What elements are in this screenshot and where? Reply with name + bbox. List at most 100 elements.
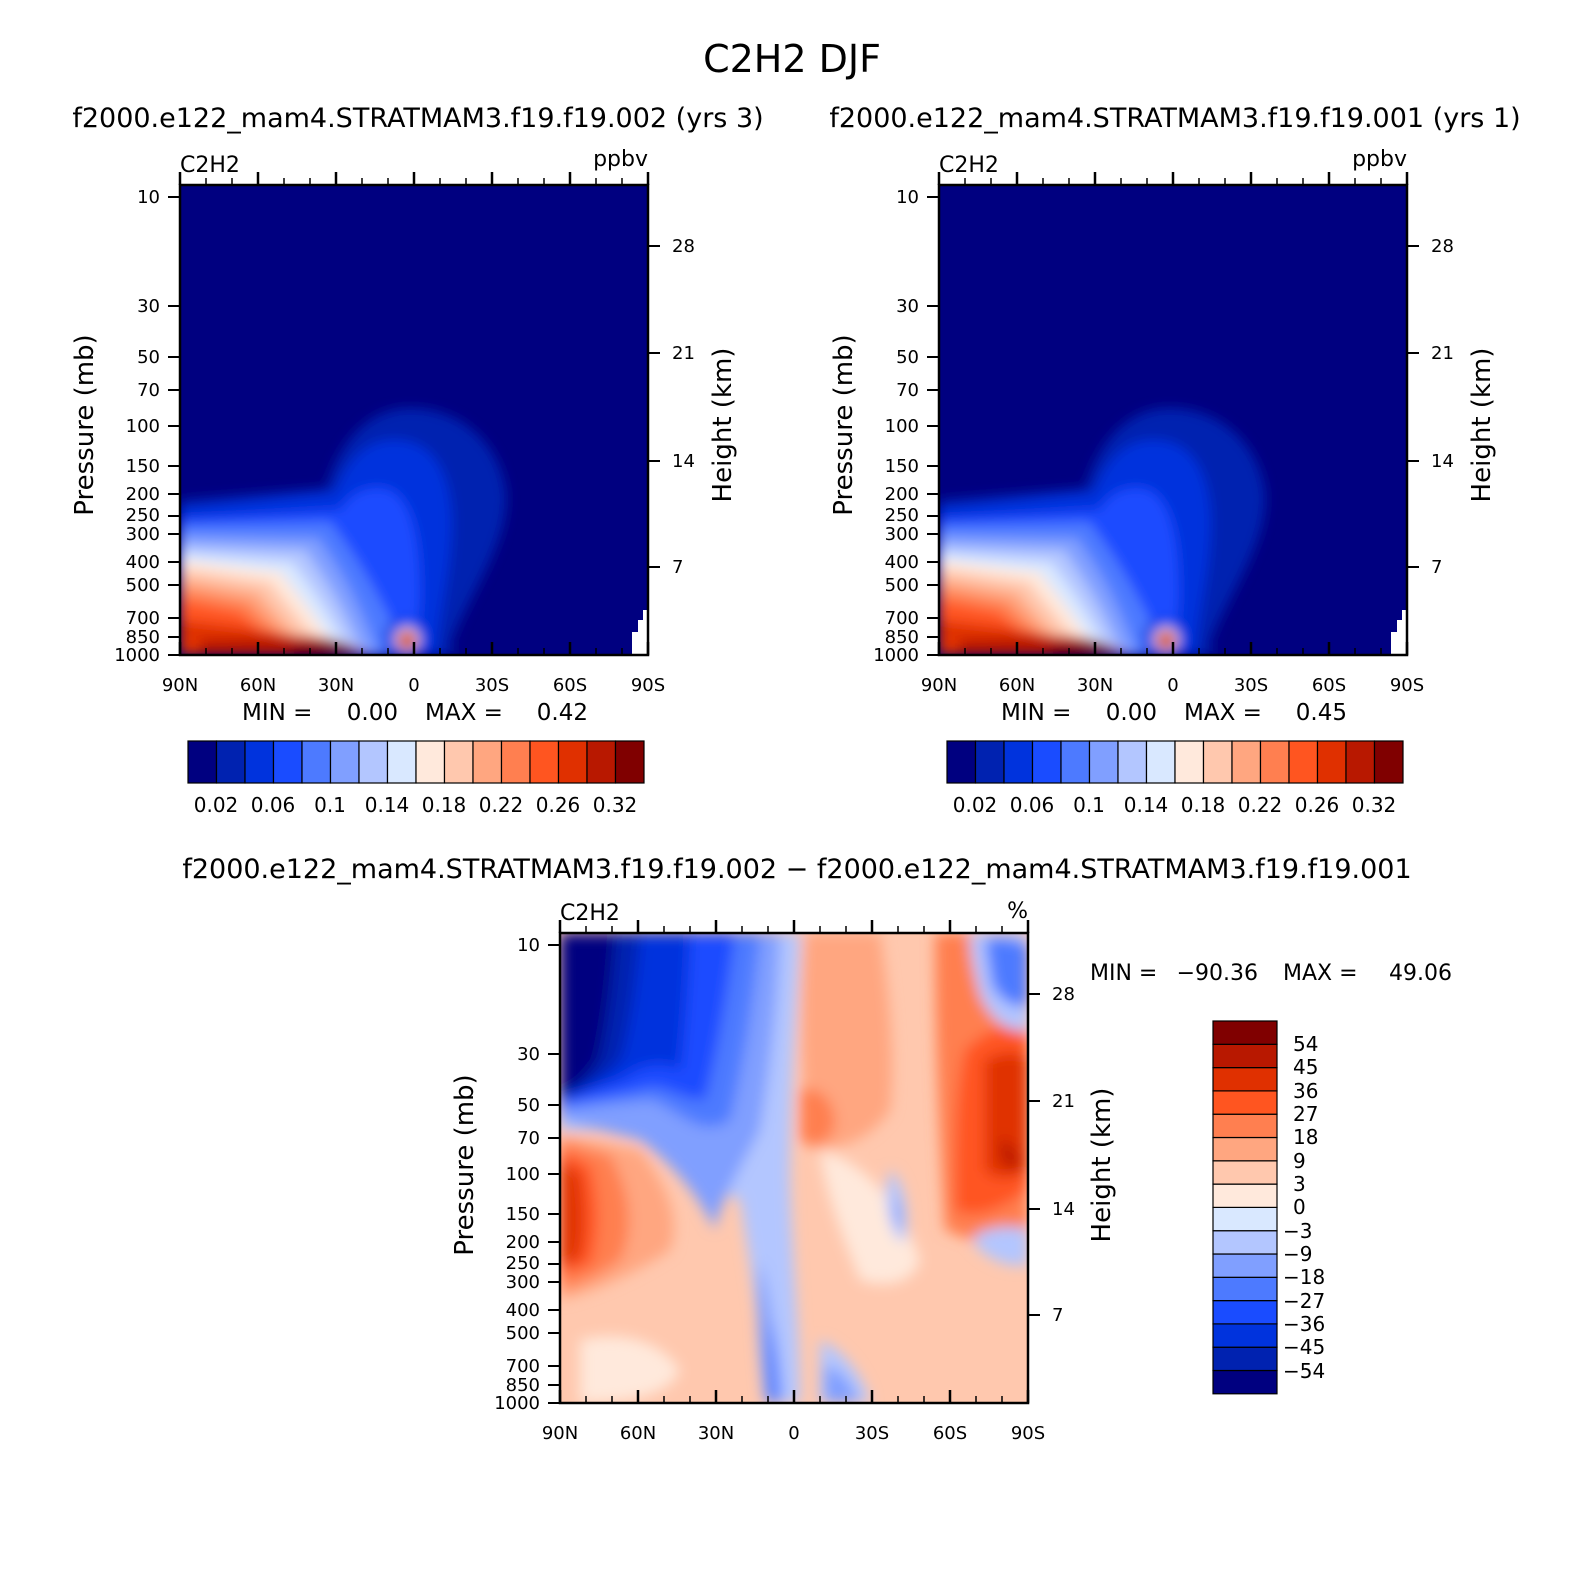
- panel-b-max-label: MAX =: [1184, 700, 1262, 726]
- panel-b-y2-axis-title: Height (km): [1467, 348, 1497, 503]
- panel-a-colorbar-label: 0.14: [365, 793, 410, 817]
- panel-b-xtick-label: 60N: [999, 675, 1035, 696]
- panel-a-colorbar-label: 0.06: [251, 793, 296, 817]
- panel-b-units-label: ppbv: [1352, 147, 1407, 172]
- panel-b-ytick-label: 300: [885, 524, 919, 545]
- panel-a-colorbar-box: [187, 740, 218, 784]
- panel-b-ytick-label: 150: [885, 456, 919, 477]
- panel-c-ytick-label: 700: [506, 1356, 540, 1377]
- panel-a-ytick-label: 30: [137, 296, 160, 317]
- panel-c-xtick-label: 0: [788, 1423, 799, 1444]
- panel-b-colorbar-label: 0.26: [1295, 793, 1340, 817]
- panel-b-colorbar-label: 0.18: [1181, 793, 1226, 817]
- panel-b-colorbar-box: [1145, 740, 1176, 784]
- panel-c-colorbar-box: [1212, 1253, 1278, 1278]
- panel-a-field-label: C2H2: [180, 153, 240, 178]
- panel-b-missing-region: [1391, 610, 1407, 655]
- panel-b-colorbar-box: [1259, 740, 1290, 784]
- panel-b-colorbar-box: [974, 740, 1005, 784]
- panel-a-y2tick-label: 14: [672, 451, 695, 472]
- panel-c-colorbar-label: 36: [1293, 1079, 1318, 1103]
- panel-c-xtick-label: 30S: [855, 1423, 889, 1444]
- panel-c-colorbar-label: 45: [1293, 1055, 1318, 1079]
- panel-a-colorbar-label: 0.18: [422, 793, 467, 817]
- panel-b-xtick-label: 90S: [1390, 675, 1424, 696]
- panel-c-ytick-label: 1000: [494, 1393, 540, 1414]
- panel-a-xtick-label: 0: [408, 675, 419, 696]
- panel-a-ytick-label: 500: [126, 575, 160, 596]
- panel-c-colorbar-label: −45: [1283, 1335, 1325, 1359]
- panel-a-xtick-label: 60N: [240, 675, 276, 696]
- panel-c-colorbar-label: −9: [1283, 1242, 1312, 1266]
- panel-c: f2000.e122_mam4.STRATMAM3.f19.f19.002 − …: [182, 854, 1452, 1444]
- panel-a-ytick-label: 10: [137, 187, 160, 208]
- panel-b-ytick-label: 10: [896, 187, 919, 208]
- panel-b-ytick-label: 500: [885, 575, 919, 596]
- panel-c-colorbar-label: −18: [1283, 1265, 1325, 1289]
- panel-b-colorbar-label: 0.02: [953, 793, 998, 817]
- panel-c-ytick-label: 250: [506, 1253, 540, 1274]
- panel-b-ytick-label: 70: [896, 380, 919, 401]
- panel-a-ytick-label: 70: [137, 380, 160, 401]
- panel-b-colorbar-box: [1373, 740, 1404, 784]
- panel-a-colorbar-box: [386, 740, 417, 784]
- panel-b-colorbar-label: 0.14: [1124, 793, 1169, 817]
- panel-b-y2tick-label: 28: [1431, 236, 1454, 257]
- panel-b-colorbar-box: [1088, 740, 1119, 784]
- panel-a-max-value: 0.42: [537, 700, 588, 726]
- panel-c-xtick-label: 30N: [698, 1423, 734, 1444]
- panel-b-y2tick-label: 21: [1431, 343, 1454, 364]
- panel-c-min-value: −90.36: [1177, 961, 1258, 986]
- panel-a-colorbar-label: 0.22: [479, 793, 524, 817]
- panel-a-colorbar-label: 0.1: [314, 793, 346, 817]
- panel-a: f2000.e122_mam4.STRATMAM3.f19.f19.002 (y…: [70, 103, 764, 817]
- panel-c-colorbar-label: −3: [1283, 1219, 1312, 1243]
- panel-c-ytick-label: 100: [506, 1164, 540, 1185]
- panel-a-colorbar: 0.02 0.06 0.1 0.14 0.18 0.22 0.26 0.32: [187, 740, 645, 817]
- panel-a-colorbar-boxes: [187, 740, 645, 784]
- panel-c-colorbar-box: [1212, 1183, 1278, 1208]
- panel-c-max-value: 49.06: [1389, 961, 1452, 986]
- panel-a-max-label: MAX =: [425, 700, 503, 726]
- panel-a-ytick-label: 400: [126, 552, 160, 573]
- panel-c-colorbar-box: [1212, 1113, 1278, 1139]
- panel-a-min-value: 0.00: [347, 700, 398, 726]
- panel-c-colorbar-box: [1212, 1090, 1278, 1115]
- panel-a-y2-axis-title: Height (km): [708, 348, 738, 503]
- panel-b-ytick-label: 850: [885, 627, 919, 648]
- panel-b-ytick-label: 700: [885, 608, 919, 629]
- panel-c-ytick-label: 500: [506, 1323, 540, 1344]
- panel-c-colorbar-boxes: [1212, 1020, 1278, 1395]
- panel-b-colorbar-box: [1202, 740, 1233, 784]
- panel-b-colorbar-box: [946, 740, 977, 784]
- panel-c-colorbar-box: [1212, 1369, 1278, 1395]
- panel-c-contour-field: [560, 933, 1028, 1403]
- panel-c-colorbar-box: [1212, 1299, 1278, 1325]
- panel-a-colorbar-box: [358, 740, 389, 784]
- panel-c-ytick-label: 400: [506, 1300, 540, 1321]
- panel-b-ytick-label: 400: [885, 552, 919, 573]
- panel-b-y-axis-title: Pressure (mb): [829, 334, 859, 515]
- panel-c-ytick-label: 150: [506, 1204, 540, 1225]
- panel-b-colorbar-label: 0.1: [1073, 793, 1105, 817]
- panel-a-units-label: ppbv: [593, 147, 648, 172]
- panel-b-colorbar-boxes: [946, 740, 1404, 784]
- panel-a-xtick-label: 90N: [162, 675, 198, 696]
- panel-b-colorbar-label: 0.32: [1352, 793, 1397, 817]
- panel-a-colorbar-box: [614, 740, 645, 784]
- panel-a-ytick-label: 250: [126, 505, 160, 526]
- panel-b-ytick-label: 200: [885, 484, 919, 505]
- panel-c-ytick-label: 200: [506, 1232, 540, 1253]
- panel-a-xtick-label: 90S: [631, 675, 665, 696]
- panel-c-colorbar-box: [1212, 1346, 1278, 1372]
- panel-c-colorbar-label: 18: [1293, 1125, 1318, 1149]
- panel-c-ytick-label: 30: [517, 1044, 540, 1065]
- panel-c-colorbar-box: [1212, 1206, 1278, 1232]
- panel-a-y2-ticks: [648, 245, 660, 568]
- panel-c-ytick-label: 300: [506, 1272, 540, 1293]
- panel-b-ytick-label: 50: [896, 347, 919, 368]
- panel-c-colorbar-label: 0: [1293, 1195, 1306, 1219]
- panel-c-colorbar-label: 3: [1293, 1172, 1306, 1196]
- panel-a-xtick-label: 60S: [553, 675, 587, 696]
